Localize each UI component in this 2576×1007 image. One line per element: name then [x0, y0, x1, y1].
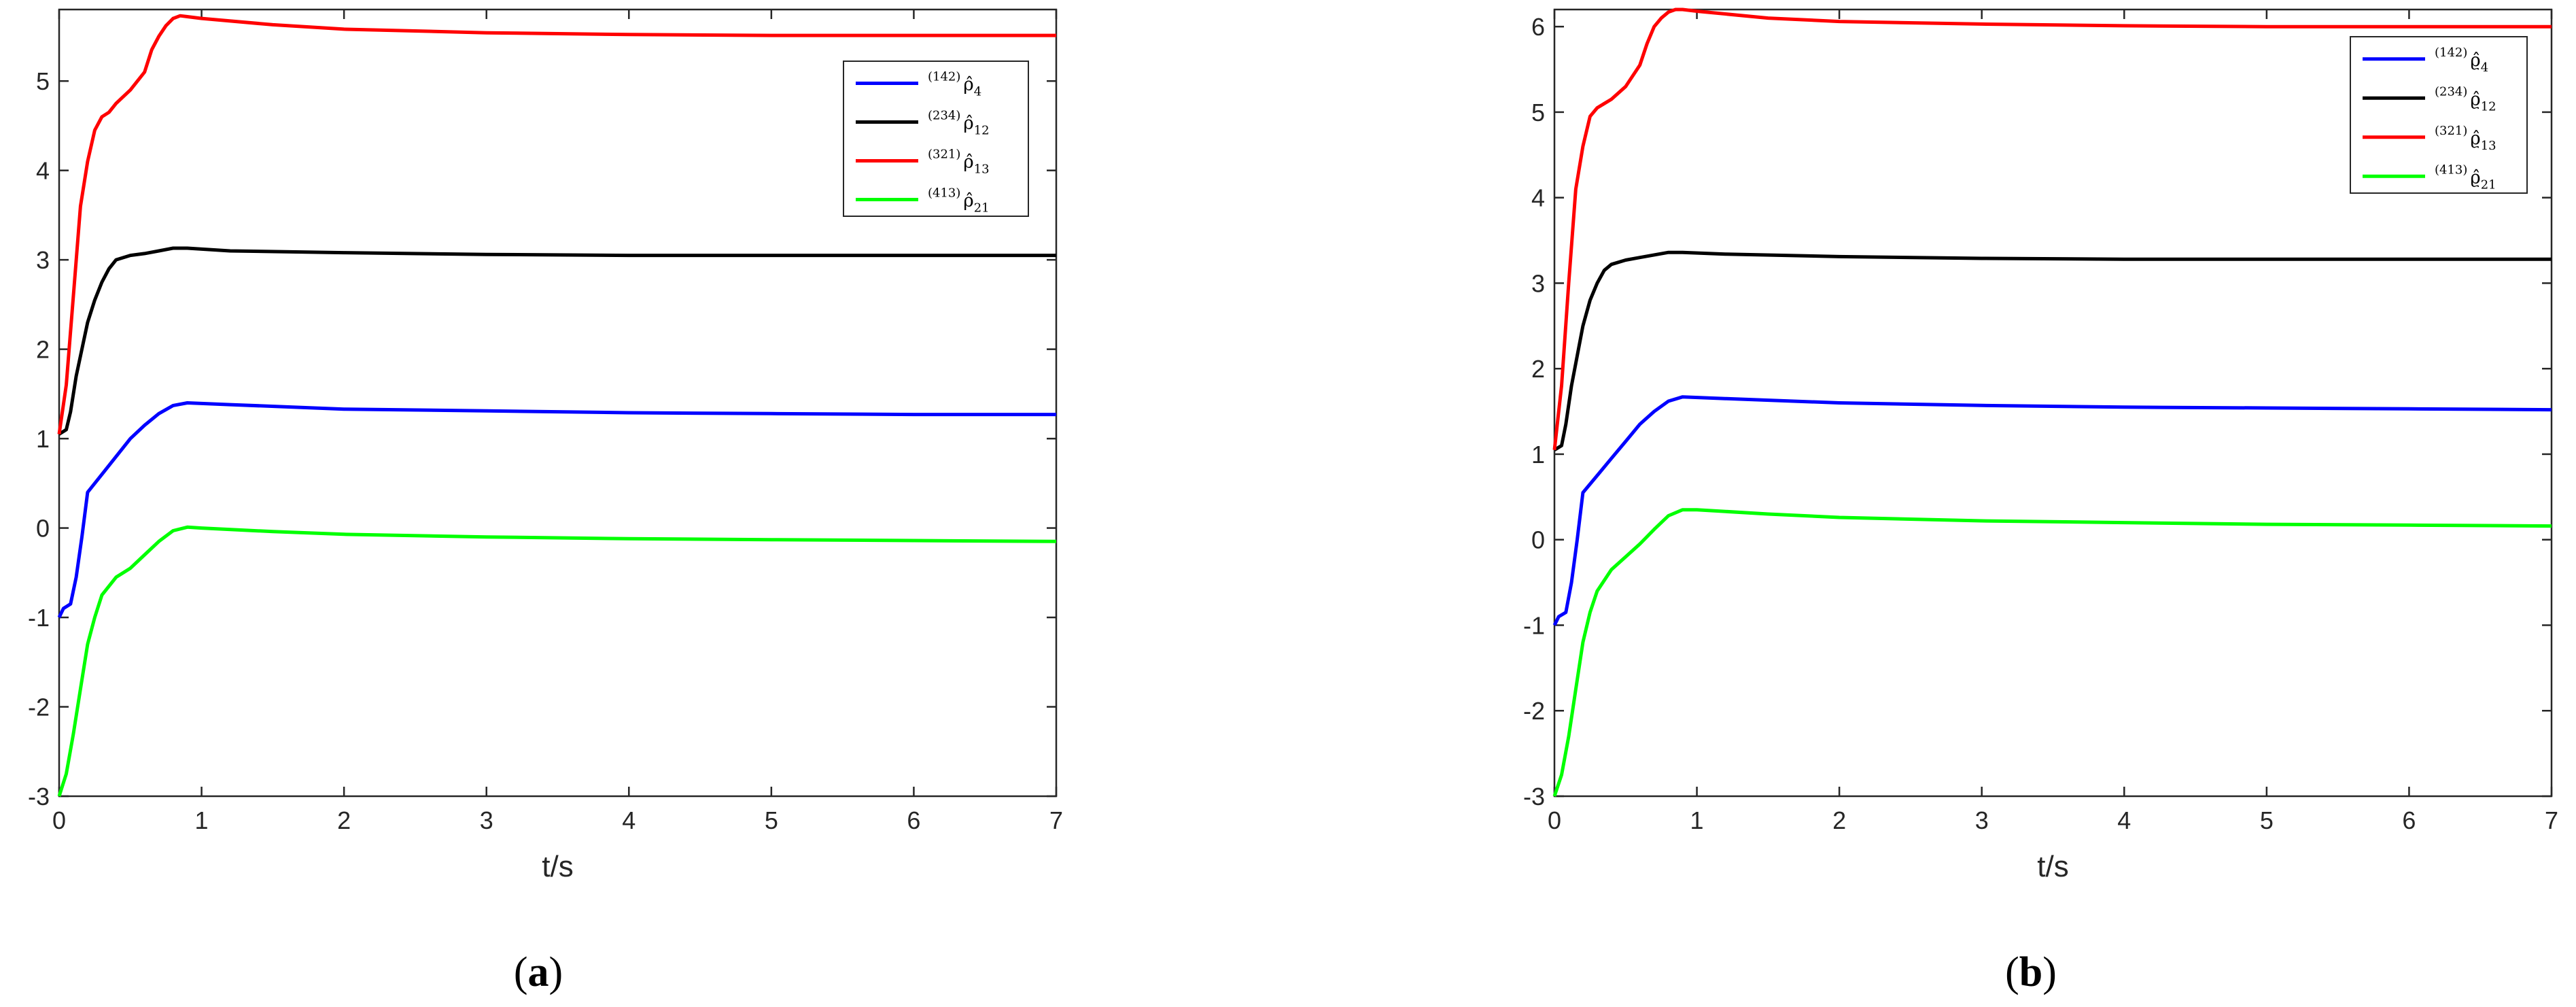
x-tick-label: 3	[480, 806, 493, 834]
y-tick-label: 4	[36, 157, 50, 185]
legend-entry: (413) ρ̂21	[928, 186, 990, 216]
legend-superscript: (413)	[2435, 163, 2467, 177]
x-tick-label: 4	[622, 806, 636, 834]
x-tick-label: 7	[2545, 806, 2558, 834]
legend-superscript: (321)	[928, 148, 960, 162]
y-tick-label: -2	[28, 694, 50, 721]
x-tick-label: 5	[2260, 806, 2274, 834]
series-line-12	[1553, 250, 2552, 451]
series-line-13	[57, 14, 1056, 434]
series-line-13	[1552, 7, 2552, 450]
x-tick-label: 1	[195, 806, 209, 834]
y-tick-label: 2	[1531, 355, 1545, 383]
x-tick-label: 6	[2402, 806, 2416, 834]
legend-entry: (321) ρ̂13	[928, 148, 990, 177]
y-tick-label: 5	[1531, 99, 1545, 126]
legend: (142) ϱ̂4(234) ϱ̂12(321) ϱ̂13(413) ϱ̂21	[2350, 36, 2528, 194]
x-tick-label: 4	[2117, 806, 2131, 834]
legend: (142) ρ̂4(234) ρ̂12(321) ρ̂13(413) ρ̂21	[843, 61, 1029, 217]
panel-label-paren-close: )	[2042, 949, 2057, 995]
y-tick-label: 0	[1531, 526, 1545, 554]
legend-subscript: 12	[974, 124, 990, 138]
panel-label-letter: a	[528, 949, 549, 995]
series-line-21	[1552, 508, 2552, 797]
legend-symbol: ϱ̂	[2470, 167, 2480, 188]
x-axis-label: t/s	[542, 850, 573, 883]
legend-symbol: ρ̂	[963, 152, 973, 173]
y-tick-label: 6	[1531, 13, 1545, 41]
legend-symbol: ϱ̂	[2470, 89, 2480, 109]
y-tick-label: 3	[1531, 269, 1545, 297]
series-line-4	[57, 401, 1056, 619]
y-tick-label: -1	[28, 604, 50, 632]
legend-symbol: ρ̂	[963, 191, 973, 211]
legend-symbol: ϱ̂	[2470, 129, 2480, 149]
y-tick-label: 3	[36, 246, 50, 274]
legend-entry: (413) ϱ̂21	[2435, 163, 2496, 192]
x-tick-label: 0	[1548, 806, 1561, 834]
y-tick-label: 1	[1531, 441, 1545, 468]
y-tick-label: -1	[1523, 611, 1545, 639]
panel-label-paren-open: (	[2005, 949, 2019, 995]
series-line-21	[57, 525, 1057, 797]
legend-entry: (321) ϱ̂13	[2435, 124, 2496, 153]
legend-subscript: 13	[2481, 139, 2496, 153]
x-tick-label: 5	[765, 806, 778, 834]
legend-entry: (142) ρ̂4	[928, 70, 981, 99]
panel-label: (b)	[2005, 949, 2057, 995]
x-tick-label: 2	[337, 806, 351, 834]
x-tick-label: 1	[1690, 806, 1704, 834]
legend-superscript: (321)	[2435, 124, 2467, 138]
x-tick-label: 3	[1975, 806, 1989, 834]
y-tick-label: 1	[36, 425, 50, 453]
legend-box	[2350, 36, 2528, 194]
legend-superscript: (234)	[2435, 84, 2467, 99]
panel-label-paren-close: )	[549, 949, 563, 995]
legend-subscript: 12	[2481, 99, 2496, 114]
series-line-4	[1552, 395, 2552, 626]
legend-symbol: ρ̂	[963, 75, 973, 95]
panel-label: (a)	[514, 949, 563, 995]
x-tick-label: 0	[52, 806, 66, 834]
y-tick-label: -3	[28, 783, 50, 810]
series-line-12	[58, 246, 1056, 436]
x-tick-label: 7	[1049, 806, 1063, 834]
x-axis-label: t/s	[2037, 850, 2068, 883]
panel-label-paren-open: (	[514, 949, 528, 995]
plot-area-frame	[58, 8, 1058, 798]
legend-entry: (142) ϱ̂4	[2435, 46, 2488, 75]
legend-subscript: 4	[974, 85, 981, 99]
y-tick-label: 5	[36, 67, 50, 95]
panel-label-letter: b	[2019, 949, 2042, 995]
legend-symbol: ρ̂	[963, 114, 973, 134]
legend-superscript: (234)	[928, 109, 960, 123]
legend-subscript: 21	[974, 201, 990, 216]
legend-superscript: (142)	[928, 70, 960, 84]
legend-subscript: 13	[974, 163, 990, 177]
x-tick-label: 2	[1832, 806, 1846, 834]
legend-entry: (234) ρ̂12	[928, 109, 990, 138]
y-tick-label: 2	[36, 336, 50, 364]
legend-symbol: ϱ̂	[2470, 50, 2480, 71]
legend-superscript: (413)	[928, 186, 960, 201]
y-tick-label: 4	[1531, 184, 1545, 212]
legend-entry: (234) ϱ̂12	[2435, 84, 2496, 114]
y-tick-label: 0	[36, 515, 50, 543]
legend-subscript: 21	[2481, 177, 2496, 192]
legend-superscript: (142)	[2435, 46, 2467, 60]
legend-subscript: 4	[2481, 61, 2488, 75]
legend-box	[843, 61, 1029, 217]
plot-area-frame	[1553, 8, 2553, 798]
y-tick-label: -3	[1523, 783, 1545, 810]
x-tick-label: 6	[907, 806, 920, 834]
y-tick-label: -2	[1523, 697, 1545, 725]
